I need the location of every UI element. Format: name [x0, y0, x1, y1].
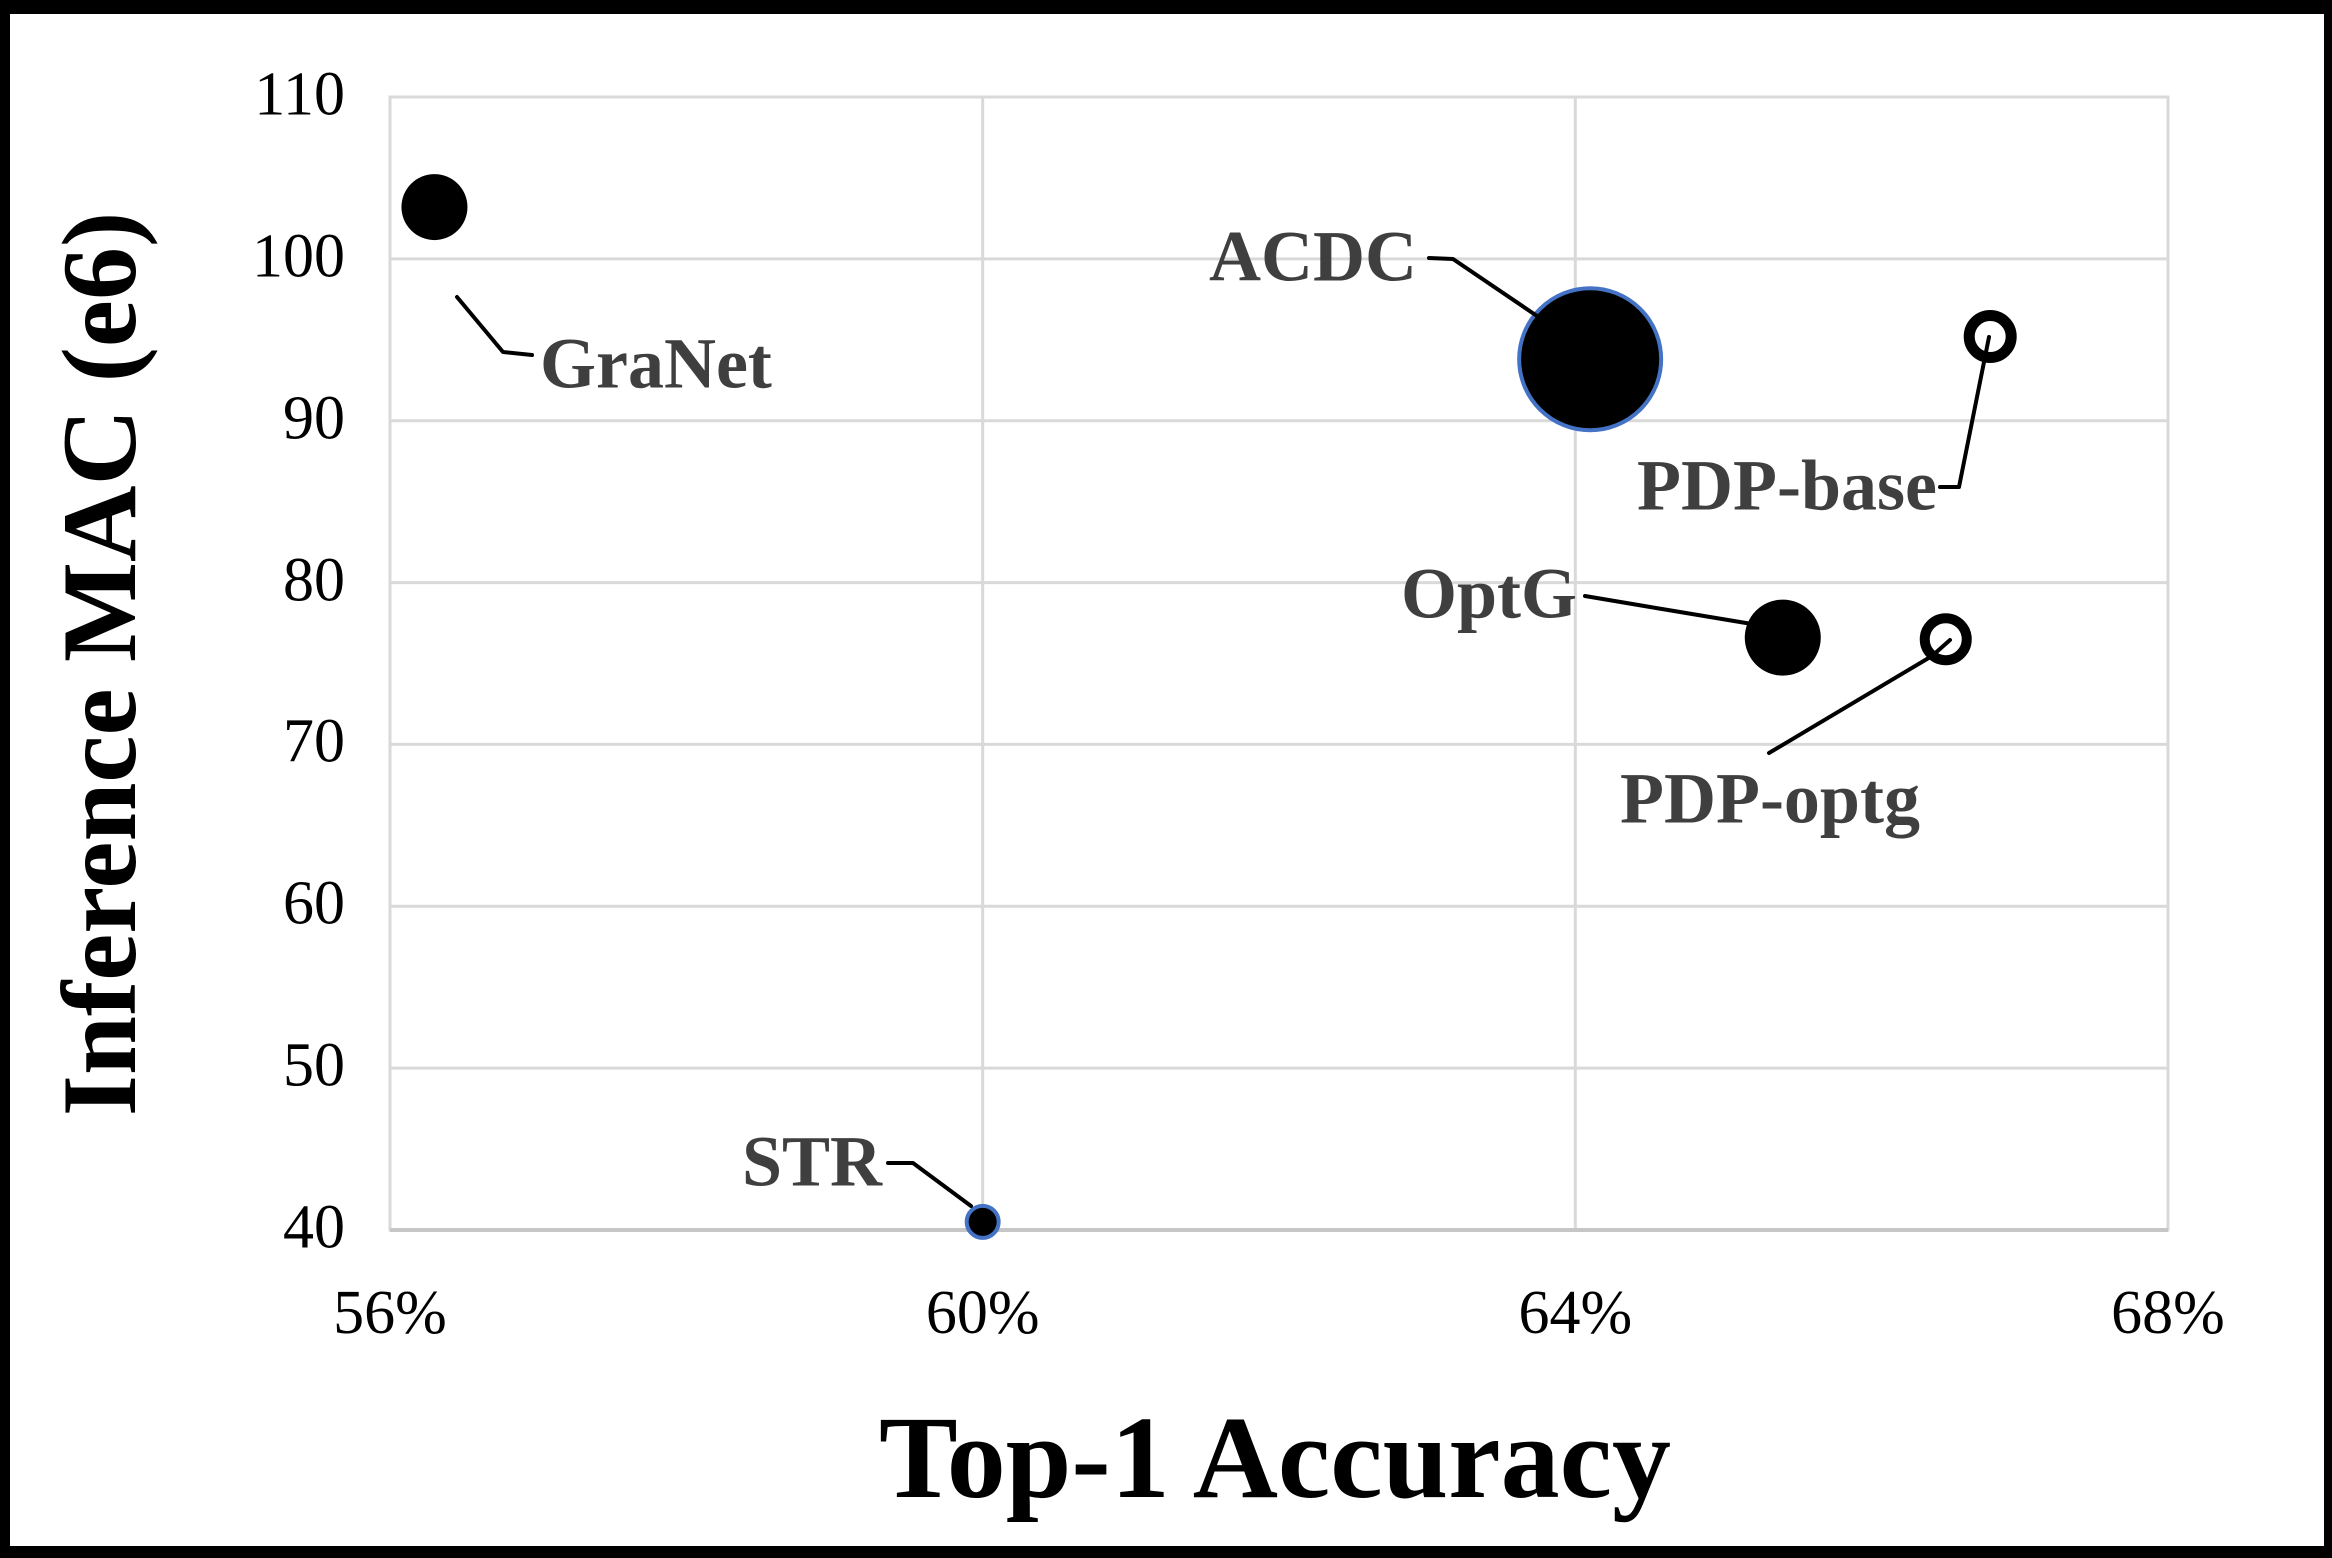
y-tick-label-80: 80 [283, 546, 345, 615]
leader-line-ACDC [1427, 256, 1542, 320]
y-tick-label-70: 70 [283, 707, 345, 776]
y-tick-label-40: 40 [283, 1193, 345, 1262]
leader-line-PDP-base [1938, 335, 1991, 489]
point-label-PDP-base: PDP-base [1637, 445, 1937, 526]
y-tick-label-90: 90 [283, 384, 345, 453]
point-label-ACDC: ACDC [1209, 216, 1417, 297]
point-marker-OptG [1744, 599, 1821, 676]
point-label-OptG: OptG [1400, 553, 1577, 634]
x-tick-label-56%: 56% [333, 1279, 447, 1347]
point-label-STR: STR [741, 1121, 882, 1202]
y-axis-title: Inference MAC (e6) [41, 211, 158, 1117]
x-tick-label-60%: 60% [925, 1279, 1040, 1347]
chart-canvas: 110 100 90 80 70 60 50 40 56% 60% 64% 68% GraNet AC… [10, 14, 2324, 1546]
point-label-PDP-optg: PDP-optg [1620, 758, 1920, 839]
leader-line-GraNet [455, 295, 534, 357]
leader-line-STR [886, 1161, 973, 1208]
point-marker-GraNet [401, 174, 468, 241]
point-marker-ACDC [1517, 286, 1664, 433]
y-tick-label-50: 50 [283, 1031, 345, 1100]
leader-line-OptG [1583, 594, 1754, 626]
x-axis-title: Top-1 Accuracy [878, 1392, 1672, 1523]
x-tick-label-64%: 64% [1518, 1279, 1633, 1347]
y-tick-label-60: 60 [283, 869, 345, 938]
leader-line-PDP-optg [1767, 638, 1952, 755]
point-marker-PDP-optg [1919, 613, 1972, 666]
point-label-GraNet: GraNet [540, 323, 772, 404]
point-marker-STR [964, 1203, 1001, 1240]
y-tick-label-110: 110 [254, 60, 345, 129]
x-tick-label-68%: 68% [2111, 1279, 2225, 1347]
y-tick-label-100: 100 [252, 222, 345, 291]
